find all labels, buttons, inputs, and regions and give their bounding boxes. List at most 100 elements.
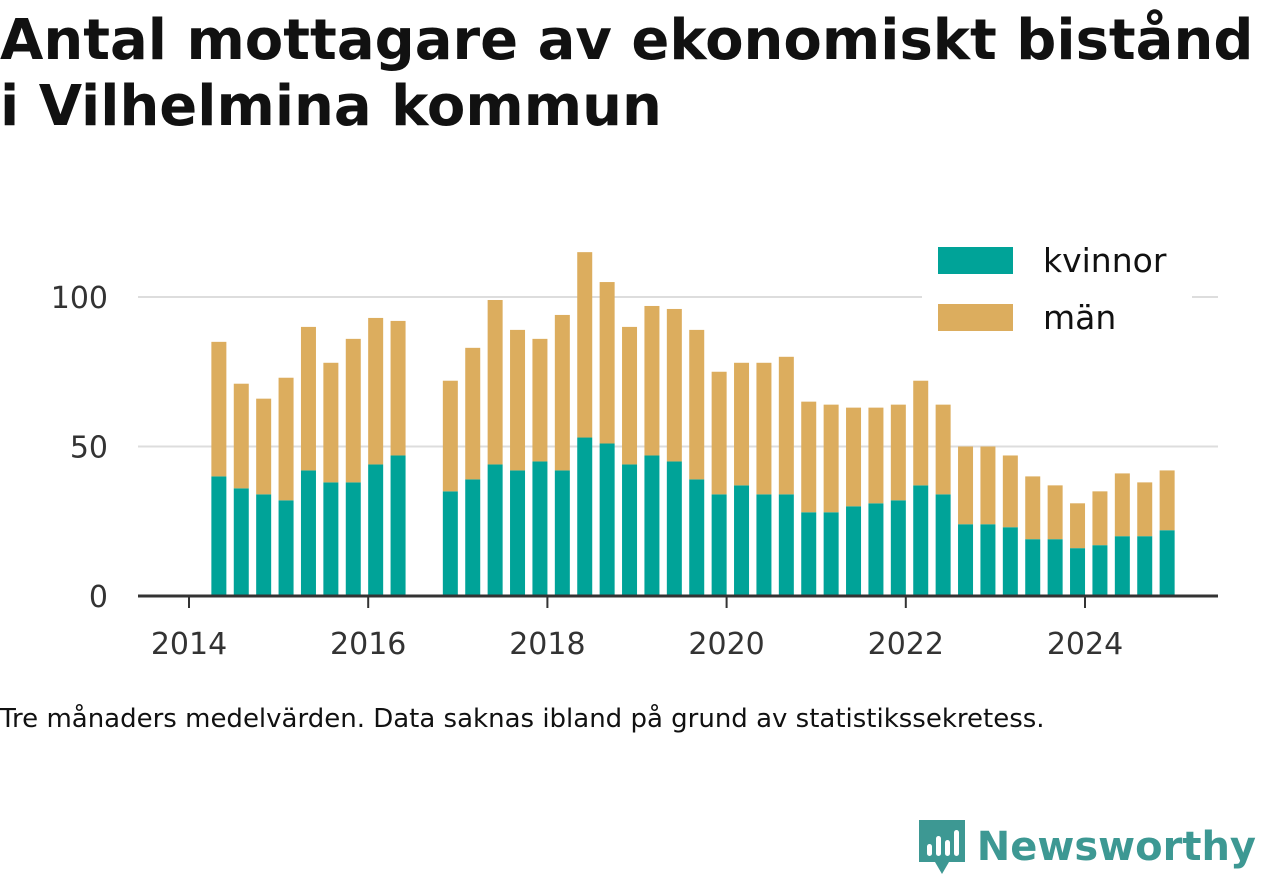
bar-kvinnor	[890, 500, 906, 596]
legend-label: män	[1043, 298, 1116, 337]
bar-man	[980, 446, 996, 525]
bar-man	[368, 317, 384, 465]
bar-kvinnor	[233, 488, 249, 596]
bar-kvinnor	[278, 500, 294, 596]
bar-man	[801, 401, 817, 513]
bar-kvinnor	[1070, 548, 1086, 596]
bar-man	[913, 380, 929, 486]
bar-kvinnor	[1047, 539, 1063, 596]
bar-man	[465, 347, 481, 480]
bar-kvinnor	[1137, 536, 1153, 596]
bar-man	[689, 329, 705, 480]
bar-man	[510, 329, 526, 471]
bar-kvinnor	[465, 479, 481, 596]
bar-man	[1070, 503, 1086, 549]
bar-man	[644, 305, 660, 456]
bar-kvinnor	[256, 494, 272, 596]
bar-man	[868, 407, 884, 504]
bar-man	[1137, 482, 1153, 537]
bar-man	[622, 326, 638, 465]
bar-kvinnor	[577, 437, 593, 596]
bar-kvinnor	[1159, 530, 1175, 596]
legend: kvinnor män	[922, 236, 1192, 348]
bar-man	[390, 320, 406, 456]
bar-kvinnor	[846, 506, 862, 596]
bar-man	[487, 299, 503, 465]
bar-kvinnor	[323, 482, 339, 596]
stacked-bar-chart: 0 50 100 2014 2016 2018 2020 2022 2024 kvinnor mä…	[51, 236, 1218, 662]
bar-kvinnor	[958, 524, 974, 596]
bar-man	[778, 356, 794, 495]
bar-man	[278, 377, 294, 501]
bar-kvinnor	[510, 470, 526, 596]
bar-kvinnor	[778, 494, 794, 596]
bar-man	[211, 341, 227, 477]
legend-label: kvinnor	[1043, 241, 1167, 280]
bar-man	[554, 314, 570, 471]
bar-kvinnor	[442, 491, 458, 596]
y-tick-label: 100	[51, 281, 108, 316]
bar-man	[1025, 476, 1041, 540]
bar-kvinnor	[935, 494, 951, 596]
axes: 0 50 100 2014 2016 2018 2020 2022 2024	[51, 281, 1218, 662]
y-tick-label: 50	[70, 431, 108, 466]
legend-swatch	[938, 304, 1013, 331]
bar-kvinnor	[368, 464, 384, 596]
bar-man	[823, 404, 839, 513]
bar-man	[711, 371, 727, 495]
bar-man	[233, 383, 249, 489]
bar-man	[442, 380, 458, 492]
x-tick-label: 2014	[151, 627, 227, 662]
brand-logo: Newsworthy	[917, 818, 1256, 876]
brand-name: Newsworthy	[976, 824, 1256, 870]
bar-kvinnor	[734, 485, 750, 596]
bar-man	[1092, 491, 1108, 546]
y-tick-label: 0	[89, 580, 108, 615]
bar-man	[300, 326, 316, 471]
bar-kvinnor	[1092, 545, 1108, 596]
bar-kvinnor	[913, 485, 929, 596]
bar-man	[532, 338, 548, 462]
bar-kvinnor	[390, 455, 406, 596]
bar-kvinnor	[1114, 536, 1130, 596]
bar-man	[958, 446, 974, 525]
bar-kvinnor	[487, 464, 503, 596]
bar-man	[935, 404, 951, 495]
newsworthy-bar-chart-bubble-icon	[918, 820, 965, 874]
bar-man	[890, 404, 906, 501]
bar-kvinnor	[532, 461, 548, 596]
bar-kvinnor	[868, 503, 884, 596]
bar-kvinnor	[1002, 527, 1018, 596]
chart-title: Antal mottagare av ekonomiskt bistånd i …	[0, 8, 1254, 139]
bar-man	[666, 308, 682, 462]
x-tick-label: 2022	[868, 627, 944, 662]
bar-man	[1002, 455, 1018, 528]
bar-kvinnor	[823, 512, 839, 596]
bar-kvinnor	[666, 461, 682, 596]
bar-kvinnor	[689, 479, 705, 596]
bar-kvinnor	[211, 476, 227, 596]
bar-man	[1114, 473, 1130, 537]
x-tick-label: 2016	[330, 627, 406, 662]
bar-kvinnor	[756, 494, 772, 596]
bar-man	[1047, 485, 1063, 540]
bar-kvinnor	[1025, 539, 1041, 596]
bars	[211, 252, 1175, 596]
bar-man	[734, 362, 750, 486]
bar-kvinnor	[711, 494, 727, 596]
bar-man	[1159, 470, 1175, 531]
bar-kvinnor	[644, 455, 660, 596]
bar-kvinnor	[622, 464, 638, 596]
bar-kvinnor	[554, 470, 570, 596]
bar-man	[599, 282, 615, 444]
x-tick-label: 2024	[1047, 627, 1123, 662]
bar-kvinnor	[801, 512, 817, 596]
bar-man	[345, 338, 361, 483]
bar-man	[256, 398, 272, 495]
chart-note: Tre månaders medelvärden. Data saknas ib…	[0, 704, 1045, 734]
bar-kvinnor	[599, 443, 615, 596]
x-tick-label: 2018	[509, 627, 585, 662]
bar-man	[323, 362, 339, 483]
bar-man	[756, 362, 772, 495]
bar-man	[577, 252, 593, 438]
